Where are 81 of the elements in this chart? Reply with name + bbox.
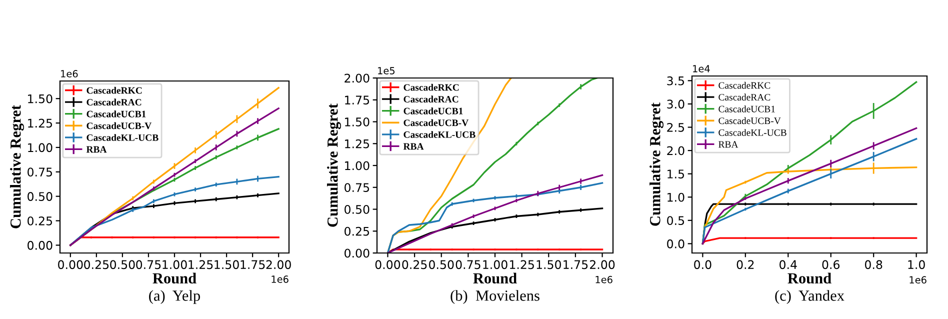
x-tick-label: 0.6 [822,260,840,270]
legend-label: CascadeRAC [404,96,458,103]
x-tick-label: 1.50 [214,260,239,270]
legend-label: RBA [86,146,107,153]
x-tick-label: 0.75 [136,260,161,270]
legend-label: CascadeKL-UCB [404,131,476,138]
x-tick-label: 0.75 [456,260,480,270]
text: 1e4 [693,65,710,72]
x-axis-title: Round [473,272,517,284]
x-tick-label: 0.2 [736,260,754,270]
y-tick-label: 0.25 [28,216,52,226]
y-tick-label: 1.25 [345,139,370,148]
legend-label: CascadeUCB-V [718,117,781,124]
x-axis-title: Round [152,272,196,284]
legend-label: RBA [718,141,738,148]
y-tick-label: 1.50 [28,94,52,104]
x-tick-label: 0.00 [375,260,400,270]
x-tick-label: 1.00 [483,260,508,270]
text: 1e6 [61,70,78,78]
legend-label: CascadeKL-UCB [86,134,158,141]
legend-label: CascadeRKC [86,86,142,94]
y-tick-label: 1.00 [345,161,370,170]
y-tick-label: 0.25 [344,226,370,236]
y-tick-label: 3.5 [667,76,684,86]
text: 1e6 [596,276,612,284]
x-tick-label: 1.75 [240,260,265,270]
y-tick-label: 0.00 [344,248,370,258]
x-axis-title: Round [788,272,832,284]
legend-label: CascadeUCB1 [404,107,463,114]
y-tick-label: 2.5 [667,122,684,132]
x-tick-label: 2.00 [590,260,615,270]
text: 1e6 [910,276,926,284]
y-tick-label: 0.50 [28,192,52,201]
legend-label: CascadeRKC [404,84,459,91]
x-tick-label: 1.00 [162,260,187,270]
y-tick-label: 2.00 [344,74,370,83]
y-axis-title: Cumulative Regret [650,102,664,226]
y-tick-label: 1.25 [28,118,52,128]
x-tick-label: 1.25 [510,260,534,270]
x-tick-label: 1.75 [564,260,588,270]
y-tick-label: 1.75 [345,96,370,105]
x-tick-label: 0.0 [694,260,712,270]
x-tick-label: 0.8 [864,260,882,270]
y-tick-label: 1.00 [28,143,52,152]
legend-label: CascadeRAC [86,98,142,106]
y-tick-label: 0.50 [344,204,370,214]
text: 1e6 [272,276,288,283]
x-tick-label: 0.50 [110,260,135,270]
legend-label: RBA [403,143,424,150]
y-tick-label: 0.75 [344,183,370,192]
x-tick-label: 1.50 [536,260,561,270]
x-tick-label: 2.00 [266,260,291,270]
text: (a) Yelp [149,290,200,304]
legend-label: CascadeUCB1 [718,105,775,112]
legend-label: CascadeUCB-V [404,119,468,126]
x-tick-label: 0.25 [84,260,109,270]
y-tick-label: 1.0 [668,192,684,202]
y-tick-label: 1.50 [345,117,370,126]
text: (c) Yandex [775,290,844,304]
x-tick-label: 0.4 [780,260,797,270]
y-tick-label: 0.75 [28,168,52,177]
y-tick-label: 0.00 [28,240,52,250]
y-tick-label: 0.5 [667,216,684,226]
legend-label: CascadeUCB-V [86,122,152,130]
legend-label: CascadeRKC [718,82,770,89]
x-tick-label: 0.00 [58,260,83,270]
y-tick-label: 3.0 [667,100,684,109]
y-axis-title: Cumulative Regret [327,104,341,227]
y-tick-label: 1.5 [668,170,684,178]
x-tick-label: 1.25 [188,260,213,270]
y-tick-label: 2.0 [667,146,684,156]
y-tick-label: 0.0 [667,239,684,248]
x-tick-label: 0.50 [429,260,454,270]
x-tick-label: 0.25 [402,260,427,270]
legend-label: CascadeKL-UCB [718,129,786,136]
y-axis-title: Cumulative Regret [10,105,24,228]
legend-label: CascadeRAC [718,94,770,101]
text: 1e5 [378,67,395,74]
text: (b) Movielens [450,290,540,304]
legend-label: CascadeUCB1 [86,110,146,118]
x-tick-label: 1.0 [908,260,925,270]
